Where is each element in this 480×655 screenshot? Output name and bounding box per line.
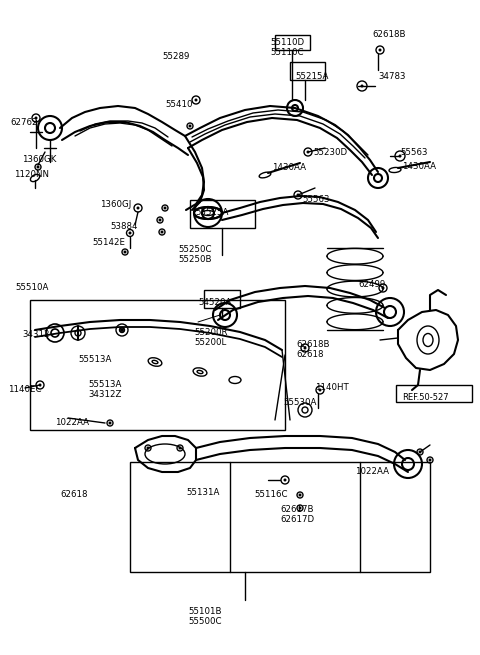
- Text: 62762: 62762: [10, 118, 37, 127]
- Text: 55215A: 55215A: [295, 72, 328, 81]
- Circle shape: [284, 479, 287, 481]
- Circle shape: [38, 383, 41, 386]
- Text: 55513A
34312Z: 55513A 34312Z: [88, 380, 121, 400]
- Bar: [275, 35, 310, 50]
- Text: 55101B
55500C: 55101B 55500C: [188, 607, 221, 626]
- Bar: [290, 62, 325, 80]
- Circle shape: [179, 447, 181, 449]
- Bar: [190, 200, 255, 228]
- Circle shape: [398, 155, 401, 157]
- Text: 34783: 34783: [378, 72, 406, 81]
- Circle shape: [189, 124, 192, 128]
- Circle shape: [129, 231, 132, 234]
- Text: 1022AA: 1022AA: [355, 467, 389, 476]
- Text: 1140HT: 1140HT: [315, 383, 349, 392]
- Text: 55513A: 55513A: [78, 355, 111, 364]
- Text: 55131A: 55131A: [186, 488, 219, 497]
- Text: 1430AA: 1430AA: [272, 163, 306, 172]
- Text: 62618B: 62618B: [372, 30, 406, 39]
- Text: 54520A: 54520A: [198, 298, 231, 307]
- Circle shape: [164, 206, 167, 210]
- Text: 53884: 53884: [110, 222, 137, 231]
- Circle shape: [360, 84, 363, 88]
- Circle shape: [299, 493, 301, 496]
- Text: 55230D: 55230D: [313, 148, 347, 157]
- Text: 1120NN: 1120NN: [14, 170, 49, 179]
- Circle shape: [307, 151, 310, 153]
- Text: 55410: 55410: [165, 100, 192, 109]
- Text: 55525A: 55525A: [195, 208, 228, 217]
- Text: 34312: 34312: [22, 330, 49, 339]
- Text: REF.50-527: REF.50-527: [402, 393, 449, 402]
- Text: 55110D
55110C: 55110D 55110C: [270, 38, 304, 58]
- Circle shape: [160, 231, 164, 233]
- Circle shape: [419, 451, 421, 453]
- Text: 55563: 55563: [302, 195, 329, 204]
- Circle shape: [429, 458, 432, 462]
- Text: 1430AA: 1430AA: [402, 162, 436, 171]
- Text: 55200R
55200L: 55200R 55200L: [194, 328, 228, 347]
- Circle shape: [120, 329, 123, 331]
- Circle shape: [158, 219, 161, 221]
- Ellipse shape: [194, 207, 222, 219]
- Text: 62618B
62618: 62618B 62618: [296, 340, 329, 360]
- Text: 55116C: 55116C: [254, 490, 288, 499]
- Circle shape: [297, 193, 300, 196]
- Circle shape: [194, 98, 197, 102]
- Text: 55142E: 55142E: [92, 238, 125, 247]
- Circle shape: [379, 48, 382, 52]
- Bar: [30, 300, 285, 430]
- Circle shape: [123, 250, 127, 253]
- Circle shape: [136, 206, 140, 210]
- Circle shape: [36, 166, 39, 168]
- Circle shape: [319, 388, 322, 392]
- Text: 55289: 55289: [162, 52, 190, 61]
- Circle shape: [299, 506, 301, 510]
- Circle shape: [303, 346, 307, 350]
- Circle shape: [382, 286, 384, 290]
- Text: 55250C
55250B: 55250C 55250B: [178, 245, 212, 265]
- Circle shape: [146, 447, 149, 449]
- Circle shape: [35, 117, 37, 119]
- Text: 55510A: 55510A: [15, 283, 48, 292]
- Bar: [130, 462, 430, 572]
- Circle shape: [108, 422, 111, 424]
- Text: 62499: 62499: [358, 280, 385, 289]
- Text: 62618: 62618: [60, 490, 87, 499]
- Text: 62617B
62617D: 62617B 62617D: [280, 505, 314, 525]
- Text: 55563: 55563: [400, 148, 428, 157]
- Bar: [396, 385, 472, 402]
- Text: 55530A: 55530A: [283, 398, 316, 407]
- Text: 1360GK: 1360GK: [22, 155, 56, 164]
- Text: 1360GJ: 1360GJ: [100, 200, 131, 209]
- Text: 1022AA: 1022AA: [55, 418, 89, 427]
- Text: 1140EC: 1140EC: [8, 385, 41, 394]
- Bar: [204, 290, 240, 308]
